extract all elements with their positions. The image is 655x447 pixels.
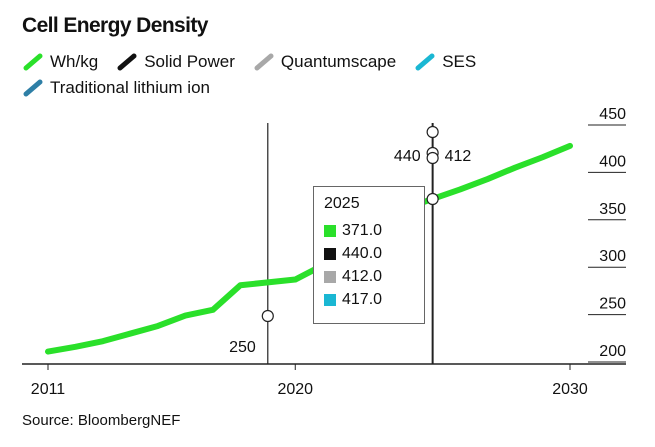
tooltip-value: 440.0 <box>342 244 383 262</box>
legend-label: Traditional lithium ion <box>50 78 210 97</box>
annotation-label-440: 440 <box>394 148 421 165</box>
legend-item-quantumscape[interactable]: Quantumscape <box>253 52 396 72</box>
legend-label: Solid Power <box>144 52 235 71</box>
y-tick-label: 300 <box>599 248 626 265</box>
annotation-label-412: 412 <box>445 148 472 165</box>
tooltip-swatch <box>324 224 336 237</box>
hover-tooltip: 2025 371.0 440.0 412.0 417.0 <box>313 186 425 324</box>
tooltip-value: 371.0 <box>342 221 383 239</box>
x-tick-label: 2020 <box>277 381 313 398</box>
legend-label: SES <box>442 52 477 71</box>
chart-legend: Wh/kg Solid Power Quantumscape SES Tradi… <box>22 52 632 98</box>
series-line-wh-kg <box>45 142 573 355</box>
legend-item-traditional-lithium-ion[interactable]: Traditional lithium ion <box>22 78 210 98</box>
legend-label: Wh/kg <box>50 52 99 71</box>
solid-power-2019-point <box>261 309 274 323</box>
y-tick-label: 450 <box>599 106 626 123</box>
tooltip-year: 2025 <box>324 195 360 212</box>
legend-item-solid-power[interactable]: Solid Power <box>116 52 235 72</box>
legend-swatch-solid-power <box>117 53 137 71</box>
y-tick-label: 200 <box>599 343 626 360</box>
y-tick-label: 350 <box>599 201 626 218</box>
legend-swatch-quantumscape <box>254 53 274 71</box>
wh-kg-2025-point <box>426 192 439 206</box>
tooltip-row-quantumscape: 412.0 <box>324 265 414 288</box>
tooltip-value: 417.0 <box>342 290 383 308</box>
source-note: Source: BloombergNEF <box>22 412 181 429</box>
y-tick-label: 250 <box>599 296 626 313</box>
tooltip-row-wh-kg: 371.0 <box>324 219 414 242</box>
legend-swatch-wh-kg <box>23 53 43 71</box>
legend-swatch-ses <box>415 53 435 71</box>
tooltip-swatch <box>324 270 336 283</box>
legend-label: Quantumscape <box>280 52 397 71</box>
tooltip-swatch <box>324 247 336 260</box>
legend-swatch-traditional-lithium-ion <box>23 79 43 97</box>
tooltip-swatch <box>324 293 336 306</box>
tooltip-value: 412.0 <box>342 267 383 285</box>
annotation-label-250: 250 <box>229 339 256 356</box>
y-tick-label: 400 <box>599 153 626 170</box>
legend-item-wh-kg[interactable]: Wh/kg <box>22 52 98 72</box>
x-tick-label: 2011 <box>31 381 66 398</box>
tooltip-row-solid-power: 440.0 <box>324 242 414 265</box>
legend-item-ses[interactable]: SES <box>414 52 476 72</box>
x-tick-label: 2030 <box>552 381 588 398</box>
ses-2025-point <box>426 151 439 165</box>
solid-power-2025-point <box>426 125 439 139</box>
chart-title: Cell Energy Density <box>22 14 208 37</box>
tooltip-row-ses: 417.0 <box>324 288 414 311</box>
